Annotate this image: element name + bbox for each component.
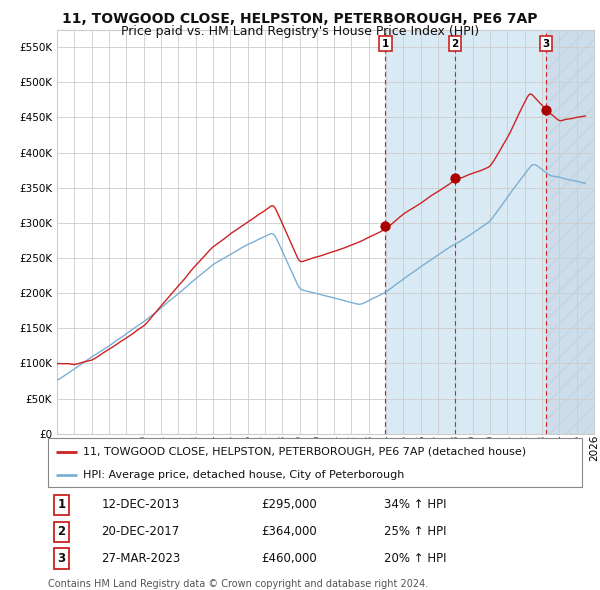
Text: £364,000: £364,000 (262, 525, 317, 538)
Text: 1: 1 (382, 39, 389, 48)
Point (450, 173, 460, 182)
FancyBboxPatch shape (48, 438, 582, 487)
Bar (546, 30, 600, 434)
Text: 11, TOWGOOD CLOSE, HELPSTON, PETERBOROUGH, PE6 7AP: 11, TOWGOOD CLOSE, HELPSTON, PETERBOROUG… (62, 12, 538, 26)
Text: £295,000: £295,000 (262, 498, 317, 511)
Text: Price paid vs. HM Land Registry's House Price Index (HPI): Price paid vs. HM Land Registry's House … (121, 25, 479, 38)
Text: Contains HM Land Registry data © Crown copyright and database right 2024.
This d: Contains HM Land Registry data © Crown c… (48, 579, 428, 590)
Text: HPI: Average price, detached house, City of Peterborough: HPI: Average price, detached house, City… (83, 470, 404, 480)
Text: 2: 2 (57, 525, 65, 538)
Text: 34% ↑ HPI: 34% ↑ HPI (385, 498, 447, 511)
Text: 3: 3 (542, 39, 550, 48)
Text: £460,000: £460,000 (262, 552, 317, 565)
Point (380, 222, 390, 231)
Text: 11, TOWGOOD CLOSE, HELPSTON, PETERBOROUGH, PE6 7AP (detached house): 11, TOWGOOD CLOSE, HELPSTON, PETERBOROUG… (83, 447, 526, 457)
Point (541, 106, 551, 115)
Text: 20-DEC-2017: 20-DEC-2017 (101, 525, 179, 538)
Text: 20% ↑ HPI: 20% ↑ HPI (385, 552, 447, 565)
Text: 1: 1 (57, 498, 65, 511)
Bar (385, 30, 600, 434)
Text: 12-DEC-2013: 12-DEC-2013 (101, 498, 179, 511)
Text: 25% ↑ HPI: 25% ↑ HPI (385, 525, 447, 538)
Text: 3: 3 (57, 552, 65, 565)
Text: 2: 2 (451, 39, 458, 48)
Text: 27-MAR-2023: 27-MAR-2023 (101, 552, 181, 565)
